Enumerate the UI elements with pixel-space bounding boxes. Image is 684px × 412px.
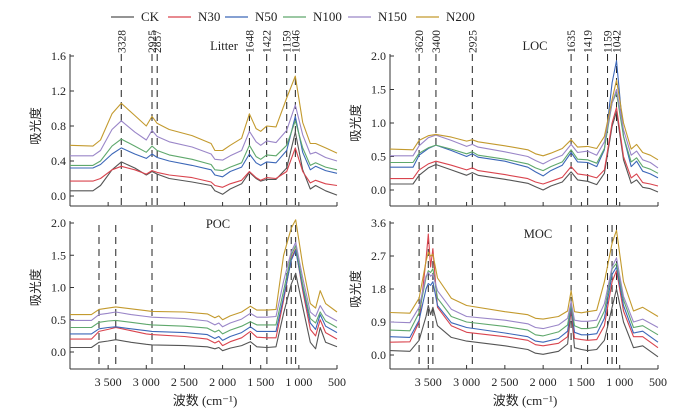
x-tick-label: 2 500 (491, 375, 518, 389)
series-line-n30 (70, 147, 338, 188)
series-line-n150 (70, 241, 338, 328)
series-line-n50 (389, 266, 659, 343)
reference-line-label: 1042 (611, 30, 623, 53)
y-tick-label: 1.5 (51, 248, 66, 262)
reference-line-label: 1159 (603, 30, 615, 53)
panel-title: Litter (210, 39, 239, 53)
legend: CK N30 N50 N100 N150 N200 (111, 9, 475, 24)
panel-title: LOC (523, 39, 548, 53)
y-tick-label: 1.8 (371, 282, 386, 296)
y-tick-label: 1.0 (371, 116, 386, 130)
series-line-n200 (389, 229, 659, 320)
series-line-ck (389, 288, 659, 358)
series-line-n100 (70, 245, 338, 335)
series-line-n150 (390, 88, 659, 169)
y-axis-label: 吸光度 (28, 107, 43, 145)
x-axis-label: 波数 (cm⁻¹) (493, 393, 558, 408)
series-line-n150 (70, 104, 338, 162)
y-tick-label: 0.0 (51, 345, 66, 359)
y-tick-label: 2.0 (51, 216, 66, 230)
series-line-n200 (70, 219, 338, 321)
x-tick-label: 2 000 (530, 375, 557, 389)
reference-line-label: 1046 (290, 30, 302, 53)
y-axis-label: 吸光度 (348, 104, 363, 142)
series-line-n30 (70, 248, 338, 347)
y-tick-label: 1.2 (51, 84, 66, 98)
x-axis-label: 波数 (cm⁻¹) (173, 393, 238, 408)
panel-poc: 0.0 0.5 1.0 1.5 2.0 3 500 3 000 2 500 2 000 1 500… (28, 216, 346, 389)
y-tick-label: 1.6 (51, 49, 66, 63)
reference-line-label: 3328 (116, 30, 128, 53)
reference-line-label: 3400 (431, 30, 443, 53)
y-tick-label: 0.9 (371, 315, 386, 329)
series-line-n50 (70, 249, 338, 341)
series-line-ck (70, 272, 338, 352)
series-line-n50 (390, 60, 659, 179)
y-axis-label: 吸光度 (28, 268, 43, 306)
series-line-n30 (390, 107, 659, 187)
panel-loc: 0.0 0.5 1.0 1.5 2.0 吸光度 LOC 3620 3400 2925 1635 141… (348, 30, 659, 207)
y-tick-label: 0.5 (371, 150, 386, 164)
series-line-ck (390, 111, 659, 193)
reference-line-label: 2925 (467, 30, 479, 53)
x-tick-label: 2 000 (209, 375, 236, 389)
reference-line-label: 1419 (583, 30, 595, 53)
reference-line-label: 1648 (244, 30, 256, 53)
legend-label-n200: N200 (446, 9, 475, 24)
x-tick-label: 1 500 (568, 375, 595, 389)
y-tick-label: 0.5 (51, 313, 66, 327)
series-line-n100 (70, 120, 338, 172)
legend-label-n30: N30 (198, 9, 220, 24)
y-tick-label: 0.8 (51, 119, 66, 133)
y-tick-label: 0.0 (371, 348, 386, 362)
reference-line-label: 1422 (262, 30, 274, 53)
x-tick-label: 3 500 (95, 375, 122, 389)
series-line-n200 (389, 79, 659, 161)
x-tick-label: 3 500 (415, 375, 442, 389)
legend-label-n150: N150 (378, 9, 407, 24)
y-tick-label: 0.4 (51, 154, 66, 168)
y-tick-label: 3.6 (371, 216, 386, 230)
series-line-n200 (69, 75, 338, 154)
x-tick-label: 2 500 (171, 375, 198, 389)
panel-moc: 0.0 0.9 1.8 2.7 3.6 3 500 3 000 2 500 2 000 1 500… (348, 216, 667, 389)
series-line-n30 (389, 233, 659, 349)
series-line-n100 (390, 92, 659, 174)
y-tick-label: 1.0 (51, 281, 66, 295)
y-tick-label: 0.0 (371, 183, 386, 197)
y-tick-label: 0.0 (51, 189, 66, 203)
x-tick-label: 500 (328, 375, 346, 389)
legend-label-n50: N50 (255, 9, 277, 24)
series-line-n100 (389, 262, 659, 337)
reference-line-label: 2925 (147, 30, 159, 53)
series-line-ck (70, 131, 338, 196)
reference-line-label: 1635 (566, 30, 578, 53)
x-tick-label: 3 000 (133, 375, 160, 389)
y-axis-label: 吸光度 (348, 270, 363, 308)
legend-label-ck: CK (141, 9, 160, 24)
series-line-n150 (389, 257, 659, 330)
panel-title: MOC (524, 227, 552, 241)
reference-line-label: 1159 (282, 30, 294, 53)
panel-title: POC (206, 217, 230, 231)
x-tick-label: 500 (649, 375, 667, 389)
y-tick-label: 1.5 (371, 83, 386, 97)
x-tick-label: 3 000 (453, 375, 480, 389)
x-tick-label: 1 000 (285, 375, 312, 389)
y-tick-label: 2.0 (371, 49, 386, 63)
reference-line-label: 3620 (414, 30, 426, 53)
x-tick-label: 1 000 (606, 375, 633, 389)
legend-label-n100: N100 (313, 9, 342, 24)
reference-line-label: 2857 (152, 30, 164, 53)
x-tick-label: 1 500 (247, 375, 274, 389)
y-tick-label: 2.7 (371, 249, 386, 263)
